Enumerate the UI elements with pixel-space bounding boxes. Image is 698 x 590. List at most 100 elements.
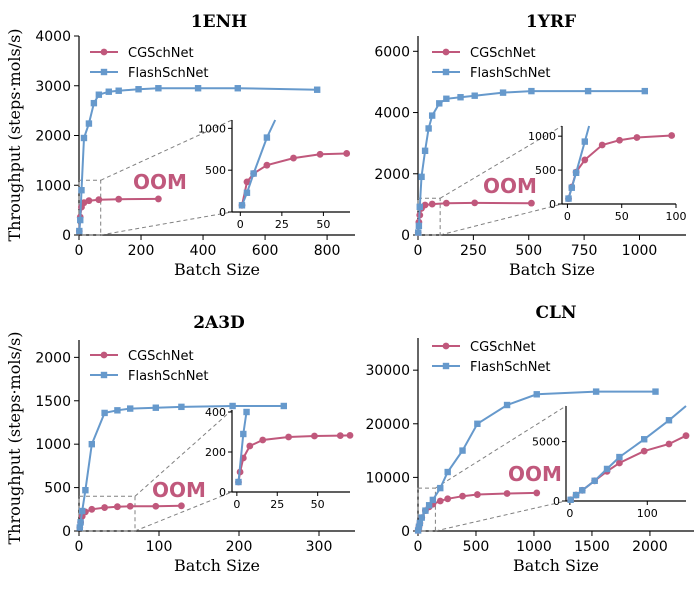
inset-cgschnet-data-point bbox=[665, 440, 673, 448]
inset-chart: 0 500 1000 0 50 100 bbox=[528, 125, 687, 223]
legend-label-flashschnet: FlashSchNet bbox=[470, 66, 551, 81]
inset-cgschnet-data-point bbox=[640, 447, 648, 455]
y-tick-label: 30000 bbox=[365, 363, 410, 379]
y-tick-label: 3000 bbox=[35, 79, 71, 95]
flashschnet-data-point bbox=[77, 519, 84, 526]
y-tick-label: 1000 bbox=[35, 178, 71, 194]
x-axis-title: Batch Size bbox=[174, 556, 260, 575]
flashschnet-data-point bbox=[499, 89, 507, 96]
flashschnet-data-point bbox=[652, 388, 659, 395]
flashschnet-data-point bbox=[418, 514, 425, 521]
flashschnet-data-point bbox=[80, 134, 88, 142]
flashschnet-data-point bbox=[415, 222, 423, 230]
flashschnet-data-point bbox=[101, 409, 108, 417]
inset-cgschnet-data-point bbox=[616, 459, 623, 467]
inset-cgschnet-data-point bbox=[336, 432, 344, 439]
zoom-connector-line bbox=[134, 491, 233, 532]
legend-marker-flashschnet bbox=[442, 362, 450, 370]
inset-y-tick-label: 400 bbox=[205, 406, 226, 419]
flashschnet-data-point bbox=[229, 402, 236, 410]
x-tick-label: 1000 bbox=[622, 243, 658, 259]
inset-y-tick-label: 0 bbox=[219, 206, 226, 219]
inset-y-tick-label: 0 bbox=[553, 495, 560, 508]
x-tick-label: 1000 bbox=[516, 539, 552, 555]
x-axis-title: Batch Size bbox=[513, 556, 599, 575]
flashschnet-data-point bbox=[76, 227, 83, 235]
y-tick-label: 4000 bbox=[35, 29, 71, 45]
inset-x-tick-label: 0 bbox=[564, 210, 571, 223]
x-tick-label: 600 bbox=[252, 243, 279, 259]
cgschnet-data-point bbox=[88, 505, 96, 513]
inset-flashschnet-data-point bbox=[572, 491, 580, 499]
x-tick-label: 300 bbox=[306, 539, 333, 555]
oom-label: OOM bbox=[508, 462, 562, 486]
flashschnet-data-point bbox=[528, 87, 535, 95]
cgschnet-series-line bbox=[78, 197, 159, 232]
inset-cgschnet-data-point bbox=[581, 156, 589, 164]
legend-label-cgschnet: CGSchNet bbox=[470, 46, 536, 61]
flashschnet-data-point bbox=[584, 87, 592, 95]
flashschnet-data-point bbox=[414, 527, 422, 534]
inset-flashschnet-data-point bbox=[572, 169, 580, 176]
x-tick-label: 0 bbox=[75, 539, 84, 555]
y-tick-label: 0 bbox=[62, 228, 71, 244]
y-tick-label: 0 bbox=[401, 228, 410, 244]
flashschnet-data-point bbox=[471, 92, 478, 99]
inset-flashschnet-data-point bbox=[263, 134, 271, 141]
flashschnet-data-point bbox=[152, 404, 159, 411]
flashschnet-data-point bbox=[416, 519, 424, 527]
panel-title: 1YRF bbox=[526, 12, 576, 32]
flashschnet-data-point bbox=[503, 401, 511, 409]
panel-1enh: 1ENH 0 1000 2000 3000 4000 0 200 400 600 800 Batch … bbox=[35, 12, 355, 279]
flashschnet-data-point bbox=[194, 85, 202, 92]
y-tick-label: 4000 bbox=[374, 106, 410, 122]
cgschnet-data-point bbox=[533, 489, 541, 497]
flashschnet-data-point bbox=[313, 86, 321, 93]
panel-title: 2A3D bbox=[193, 313, 245, 333]
zoom-region-box bbox=[78, 179, 102, 236]
cgschnet-data-point bbox=[421, 201, 429, 209]
y-tick-label: 2000 bbox=[35, 350, 71, 366]
flashschnet-data-point bbox=[444, 468, 451, 476]
inset-cgschnet-data-point bbox=[598, 141, 606, 149]
inset-flashschnet-data-point bbox=[568, 184, 575, 191]
x-tick-label: 0 bbox=[414, 539, 423, 555]
inset-cgschnet-data-point bbox=[246, 442, 254, 450]
flashschnet-data-point bbox=[82, 486, 89, 494]
flashschnet-data-point bbox=[425, 125, 432, 132]
y-tick-label: 1500 bbox=[35, 394, 71, 410]
flashschnet-data-point bbox=[459, 447, 466, 454]
cgschnet-data-point bbox=[503, 490, 511, 497]
inset-flashschnet-data-point bbox=[581, 138, 588, 145]
inset-y-tick-label: 0 bbox=[549, 198, 556, 211]
inset-y-tick-label: 500 bbox=[205, 164, 226, 177]
legend-label-flashschnet: FlashSchNet bbox=[128, 369, 209, 384]
inset-cgschnet-data-point bbox=[668, 132, 676, 139]
zoom-connector-line bbox=[440, 203, 563, 236]
oom-label: OOM bbox=[483, 174, 537, 198]
y-tick-label: 2000 bbox=[35, 129, 71, 145]
oom-label: OOM bbox=[152, 478, 206, 502]
cgschnet-data-point bbox=[101, 504, 108, 511]
y-tick-label: 2000 bbox=[374, 167, 410, 183]
x-axis-title: Batch Size bbox=[174, 260, 260, 279]
inset-flashschnet-data-point bbox=[565, 195, 572, 202]
inset-cgschnet-data-point bbox=[616, 136, 623, 144]
inset-series-group bbox=[238, 119, 351, 209]
flashschnet-data-point bbox=[641, 87, 649, 95]
cgschnet-data-point bbox=[442, 199, 450, 207]
x-tick-label: 400 bbox=[190, 243, 217, 259]
flashschnet-data-point bbox=[425, 502, 433, 509]
inset-flashschnet-data-point bbox=[591, 477, 598, 485]
flashschnet-data-point bbox=[592, 388, 600, 395]
inset-x-tick-label: 25 bbox=[270, 498, 284, 511]
flashschnet-data-point bbox=[135, 86, 142, 93]
inset-flashschnet-data-point bbox=[579, 487, 586, 494]
inset-flashschnet-data-point bbox=[603, 465, 611, 473]
x-tick-label: 200 bbox=[226, 539, 253, 555]
flashschnet-data-point bbox=[78, 187, 85, 194]
cgschnet-series-line bbox=[417, 201, 532, 233]
inset-series-group bbox=[567, 405, 690, 503]
x-tick-label: 2000 bbox=[632, 539, 668, 555]
